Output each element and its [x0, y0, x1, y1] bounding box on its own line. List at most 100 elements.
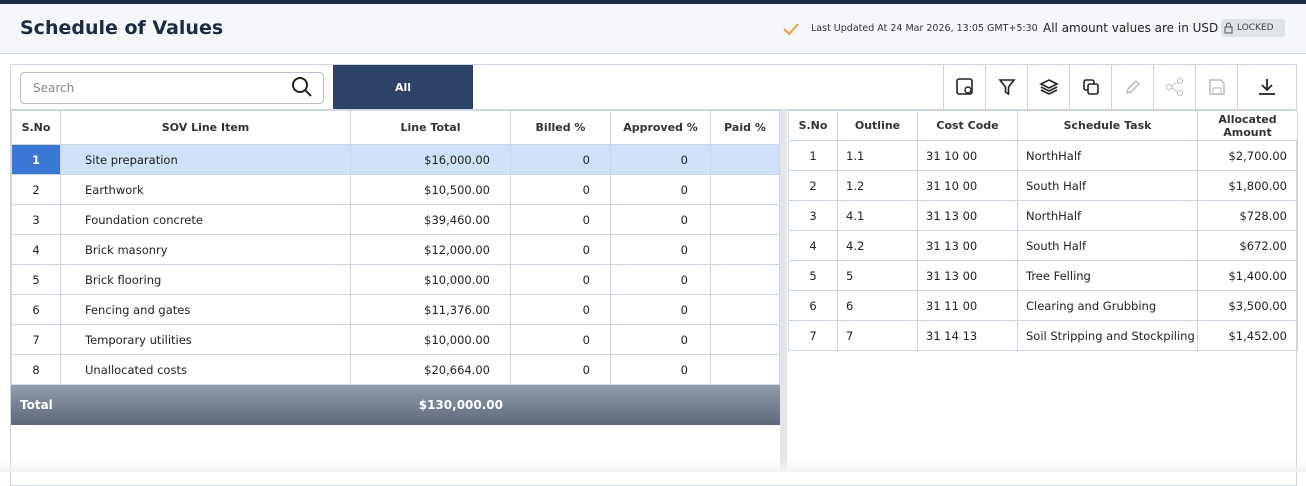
table-cell: 0 [611, 325, 711, 355]
column-header: Billed % [511, 110, 611, 145]
table-cell: 4.1 [838, 201, 918, 231]
table-cell: 6 [788, 291, 838, 321]
table-cell: Earthwork [61, 175, 351, 205]
column-header: Paid % [711, 110, 780, 145]
table-cell: $10,000.00 [351, 265, 511, 295]
last-updated: Last Updated At 24 Mar 2026, 13:05 GMT+5… [811, 23, 1038, 34]
save-button[interactable] [1195, 65, 1237, 109]
tab-all[interactable]: All [333, 65, 473, 109]
table-cell [711, 355, 780, 385]
column-header: S.No [788, 110, 838, 141]
table-cell: Brick flooring [61, 265, 351, 295]
table-cell: 1.1 [838, 141, 918, 171]
table-cell: Foundation concrete [61, 205, 351, 235]
table-cell: 3 [788, 201, 838, 231]
table-cell: 5 [788, 261, 838, 291]
download-button[interactable] [1237, 65, 1295, 109]
table-cell: 31 13 00 [918, 261, 1018, 291]
column-header: Schedule Task [1018, 110, 1198, 141]
table-cell: 1 [11, 145, 61, 175]
table-cell: $2,700.00 [1198, 141, 1298, 171]
table-cell: 5 [11, 265, 61, 295]
search-icon[interactable] [291, 76, 313, 98]
table-cell: $11,376.00 [351, 295, 511, 325]
filter-button[interactable] [985, 65, 1027, 109]
table-cell: $1,400.00 [1198, 261, 1298, 291]
table-cell: $1,452.00 [1198, 321, 1298, 351]
table-cell [711, 235, 780, 265]
table-cell [711, 325, 780, 355]
table-cell: 31 11 00 [918, 291, 1018, 321]
table-cell [711, 175, 780, 205]
table-cell: 7 [788, 321, 838, 351]
layers-button[interactable] [1027, 65, 1069, 109]
table-cell: $39,460.00 [351, 205, 511, 235]
column-header: SOV Line Item [61, 110, 351, 145]
table-cell: Brick masonry [61, 235, 351, 265]
table-cell: 0 [511, 175, 611, 205]
top-bar [0, 0, 1306, 4]
table-cell: 0 [511, 325, 611, 355]
table-cell: 6 [11, 295, 61, 325]
bottom-fade [0, 460, 1306, 472]
view-button[interactable] [943, 65, 985, 109]
table-cell: 0 [511, 355, 611, 385]
page-title: Schedule of Values [20, 17, 224, 39]
lock-icon [1224, 22, 1233, 34]
table-cell: 0 [611, 235, 711, 265]
table-cell: 0 [511, 205, 611, 235]
header [0, 4, 1306, 54]
share-button[interactable] [1153, 65, 1195, 109]
table-cell: 6 [838, 291, 918, 321]
table-cell: 0 [611, 175, 711, 205]
table-cell: 0 [611, 355, 711, 385]
table-cell: NorthHalf [1018, 201, 1198, 231]
total-value: $130,000.00 [418, 398, 503, 412]
table-cell [711, 205, 780, 235]
total-row [11, 385, 780, 425]
check-icon [783, 23, 799, 36]
table-cell: 0 [611, 265, 711, 295]
toolbar-line [11, 109, 1295, 110]
column-header: Cost Code [918, 110, 1018, 141]
edit-button[interactable] [1111, 65, 1153, 109]
table-cell: 2 [788, 171, 838, 201]
table-cell: NorthHalf [1018, 141, 1198, 171]
column-header: Approved % [611, 110, 711, 145]
table-cell: $10,500.00 [351, 175, 511, 205]
table-cell: 4 [788, 231, 838, 261]
table-cell: 0 [511, 295, 611, 325]
lock-text: LOCKED [1237, 23, 1274, 33]
table-cell: 2 [11, 175, 61, 205]
table-cell [711, 145, 780, 175]
table-cell: $20,664.00 [351, 355, 511, 385]
table-cell: 0 [611, 205, 711, 235]
table-cell: 7 [11, 325, 61, 355]
table-cell [711, 295, 780, 325]
table-cell: $12,000.00 [351, 235, 511, 265]
search-box[interactable] [20, 72, 324, 104]
table-cell: Unallocated costs [61, 355, 351, 385]
table-cell: 31 13 00 [918, 201, 1018, 231]
table-cell: 4 [11, 235, 61, 265]
table-cell: $10,000.00 [351, 325, 511, 355]
total-label: Total [20, 398, 53, 412]
table-cell: 0 [611, 295, 711, 325]
table-cell: 1 [788, 141, 838, 171]
table-cell: $728.00 [1198, 201, 1298, 231]
table-cell: South Half [1018, 231, 1198, 261]
table-cell: 4.2 [838, 231, 918, 261]
table-cell: 3 [11, 205, 61, 235]
table-cell: 31 10 00 [918, 171, 1018, 201]
table-cell: Tree Felling [1018, 261, 1198, 291]
table-cell: 31 10 00 [918, 141, 1018, 171]
table-cell: 0 [511, 265, 611, 295]
copy-button[interactable] [1069, 65, 1111, 109]
column-header: Line Total [351, 110, 511, 145]
table-cell: 0 [511, 235, 611, 265]
table-cell [711, 265, 780, 295]
table-cell: 0 [511, 145, 611, 175]
table-cell: Soil Stripping and Stockpiling [1018, 321, 1198, 351]
table-cell: South Half [1018, 171, 1198, 201]
